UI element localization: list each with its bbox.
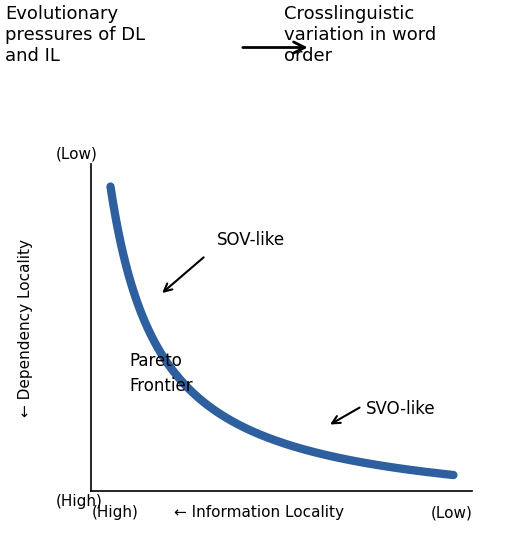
Text: SVO-like: SVO-like bbox=[366, 400, 435, 418]
Text: ← Information Locality: ← Information Locality bbox=[174, 505, 344, 520]
Text: Evolutionary
pressures of DL
and IL: Evolutionary pressures of DL and IL bbox=[5, 5, 145, 65]
Text: (High): (High) bbox=[56, 494, 103, 509]
Text: Crosslinguistic
variation in word
order: Crosslinguistic variation in word order bbox=[284, 5, 437, 65]
Text: (Low): (Low) bbox=[431, 505, 472, 520]
Text: Pareto
Frontier: Pareto Frontier bbox=[130, 352, 193, 395]
Text: (High): (High) bbox=[91, 505, 138, 520]
Text: ← Dependency Locality: ← Dependency Locality bbox=[18, 239, 33, 417]
Text: SOV-like: SOV-like bbox=[217, 231, 285, 249]
Text: (Low): (Low) bbox=[56, 146, 98, 161]
